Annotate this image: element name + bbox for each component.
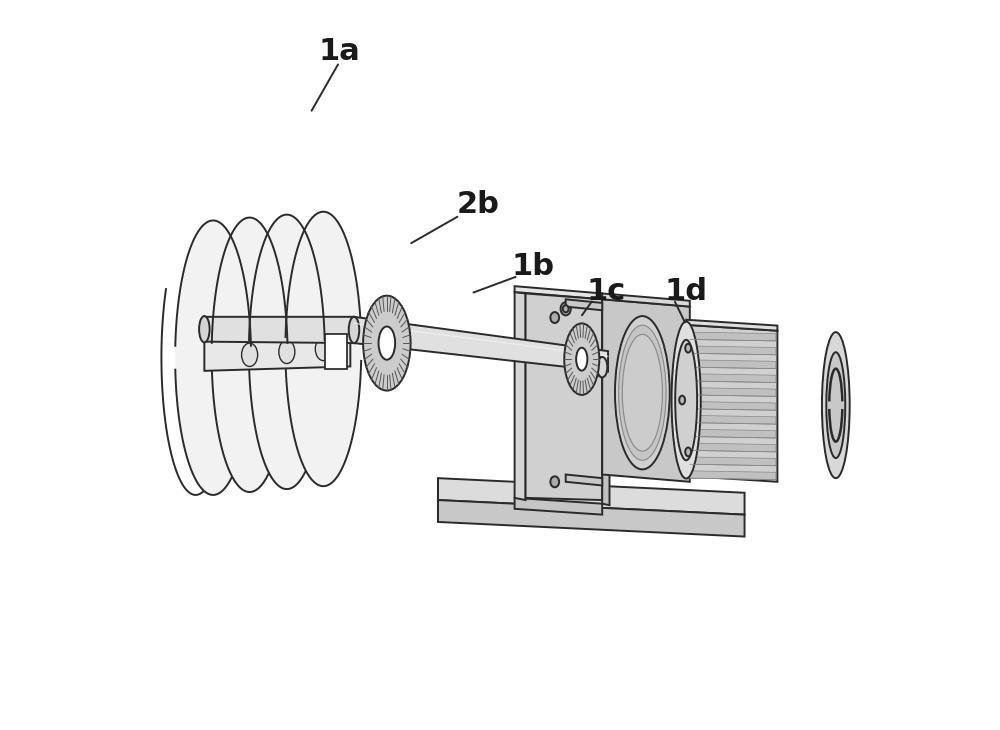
- Polygon shape: [285, 212, 361, 486]
- Ellipse shape: [199, 316, 210, 342]
- Ellipse shape: [349, 317, 359, 343]
- Polygon shape: [204, 317, 354, 343]
- Polygon shape: [690, 471, 776, 480]
- Ellipse shape: [363, 296, 411, 391]
- Ellipse shape: [685, 447, 691, 456]
- Polygon shape: [602, 299, 610, 505]
- Ellipse shape: [550, 312, 559, 323]
- Ellipse shape: [561, 302, 571, 315]
- Ellipse shape: [242, 343, 258, 366]
- Polygon shape: [690, 457, 776, 466]
- Text: 1a: 1a: [319, 36, 360, 66]
- Polygon shape: [515, 286, 602, 299]
- Ellipse shape: [597, 357, 607, 377]
- Polygon shape: [526, 293, 602, 500]
- Text: 1b: 1b: [511, 252, 554, 281]
- Ellipse shape: [379, 326, 395, 360]
- Polygon shape: [204, 336, 350, 371]
- Polygon shape: [686, 320, 777, 331]
- Ellipse shape: [576, 347, 587, 371]
- Ellipse shape: [675, 339, 697, 461]
- Polygon shape: [515, 498, 602, 515]
- Polygon shape: [438, 500, 745, 537]
- Ellipse shape: [622, 334, 662, 451]
- Polygon shape: [515, 292, 526, 500]
- Polygon shape: [602, 293, 690, 307]
- Text: 1d: 1d: [665, 277, 708, 307]
- Text: 2b: 2b: [457, 190, 500, 219]
- Ellipse shape: [615, 316, 670, 469]
- Ellipse shape: [685, 344, 691, 353]
- Polygon shape: [175, 220, 251, 495]
- Ellipse shape: [826, 352, 845, 458]
- Ellipse shape: [672, 321, 701, 479]
- Polygon shape: [690, 374, 776, 383]
- Polygon shape: [690, 443, 776, 452]
- Ellipse shape: [550, 476, 559, 488]
- Ellipse shape: [564, 323, 599, 395]
- Polygon shape: [690, 346, 776, 355]
- Ellipse shape: [822, 332, 850, 478]
- Text: 1c: 1c: [586, 277, 625, 307]
- Ellipse shape: [315, 337, 331, 361]
- Polygon shape: [566, 299, 602, 310]
- Polygon shape: [602, 299, 690, 482]
- Polygon shape: [438, 478, 745, 515]
- Polygon shape: [690, 415, 776, 424]
- Polygon shape: [690, 388, 776, 396]
- Polygon shape: [566, 474, 602, 485]
- Ellipse shape: [279, 340, 295, 364]
- Ellipse shape: [563, 305, 569, 312]
- Polygon shape: [212, 218, 288, 492]
- Polygon shape: [249, 215, 325, 489]
- Polygon shape: [690, 402, 776, 410]
- Polygon shape: [325, 334, 347, 369]
- Ellipse shape: [679, 396, 685, 404]
- Polygon shape: [686, 325, 777, 482]
- Polygon shape: [690, 360, 776, 369]
- Ellipse shape: [619, 326, 666, 461]
- Polygon shape: [690, 332, 776, 341]
- Polygon shape: [354, 317, 608, 372]
- Polygon shape: [690, 429, 776, 438]
